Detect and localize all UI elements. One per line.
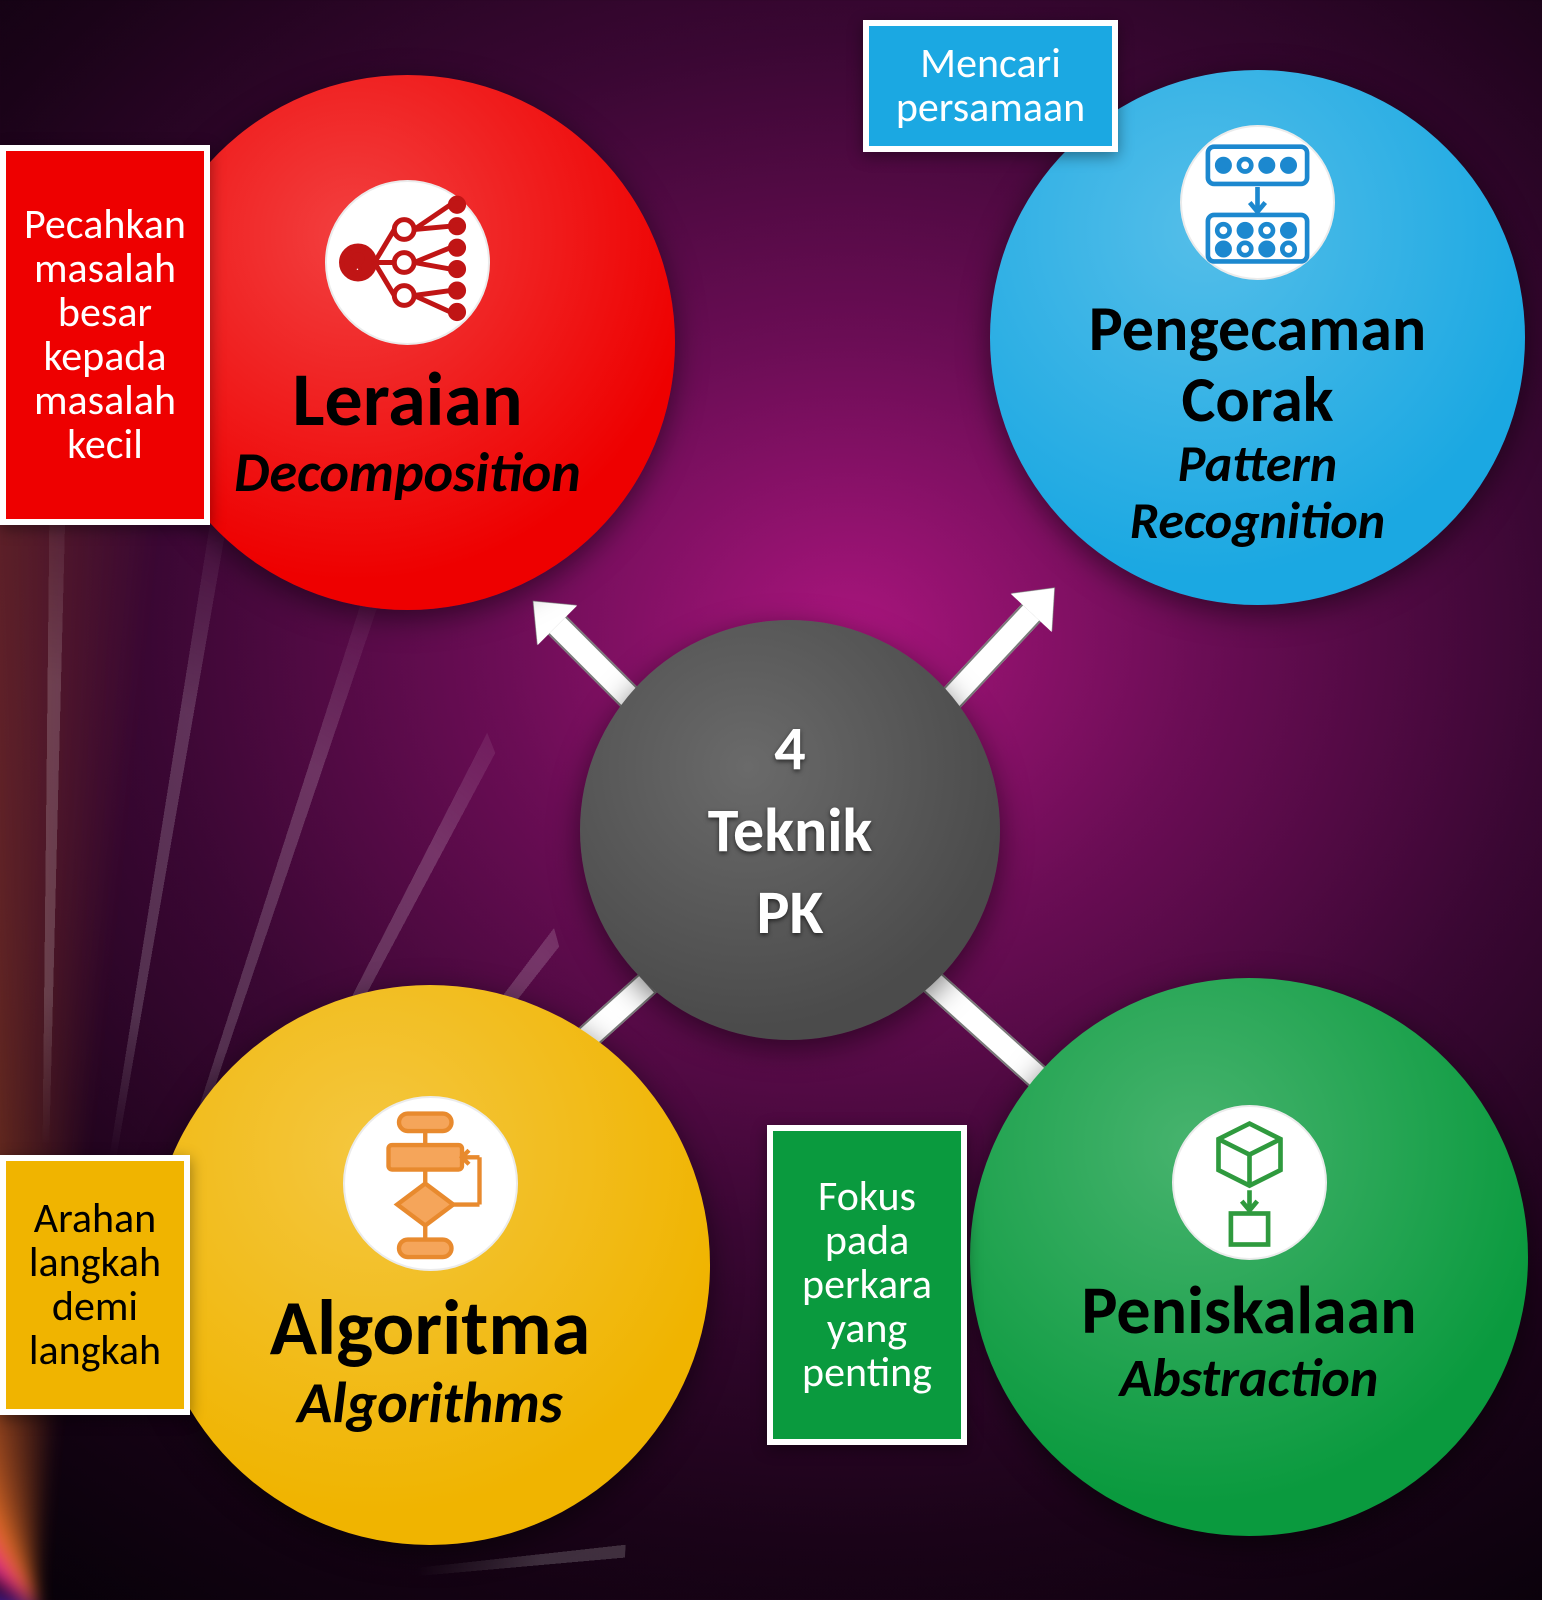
node-pengecaman-title-1: Pengecaman — [1089, 294, 1426, 364]
label-algoritma-line-1: Arahan — [18, 1197, 172, 1241]
label-leraian-line-4: kepada — [18, 335, 192, 379]
node-peniskalaan-subtitle: Abstraction — [1120, 1349, 1379, 1408]
node-algoritma-title: Algoritma — [270, 1285, 590, 1371]
label-leraian: Pecahkanmasalahbesarkepadamasalahkecil — [0, 145, 210, 525]
node-peniskalaan-title: Peniskalaan — [1081, 1274, 1416, 1349]
node-leraian-title: Leraian — [292, 359, 522, 443]
node-algoritma: Algoritma Algorithms — [150, 985, 710, 1545]
label-peniskalaan-line-3: perkara — [785, 1263, 949, 1307]
label-leraian-line-1: Pecahkan — [18, 203, 192, 247]
node-pengecaman-sub-1: Pattern — [1178, 435, 1337, 492]
label-pengecaman-line-2: persamaan — [881, 86, 1100, 130]
label-algoritma: Arahanlangkahdemilangkah — [0, 1155, 190, 1415]
label-leraian-line-6: kecil — [18, 423, 192, 467]
label-peniskalaan: Fokuspadaperkarayangpenting — [767, 1125, 967, 1445]
center-node: 4 Teknik PK — [580, 620, 1000, 1040]
label-peniskalaan-line-1: Fokus — [785, 1175, 949, 1219]
node-leraian-subtitle: Decomposition — [234, 443, 581, 505]
label-pengecaman-line-1: Mencari — [881, 42, 1100, 86]
tree-icon: ? — [325, 180, 490, 345]
cube-icon — [1172, 1105, 1327, 1260]
center-line-3: PK — [757, 874, 824, 950]
node-leraian: ? Leraian Decomposition — [140, 75, 675, 610]
label-pengecaman: Mencaripersamaan — [863, 20, 1118, 152]
node-pengecaman-sub-2: Recognition — [1130, 492, 1385, 549]
label-algoritma-line-4: langkah — [18, 1329, 172, 1373]
label-peniskalaan-line-4: yang — [785, 1307, 949, 1351]
label-leraian-line-2: masalah — [18, 247, 192, 291]
label-algoritma-line-2: langkah — [18, 1241, 172, 1285]
center-line-2: Teknik — [708, 792, 873, 868]
node-algoritma-subtitle: Algorithms — [297, 1371, 562, 1435]
center-title: 4 Teknik PK — [708, 710, 873, 950]
flowchart-icon — [343, 1096, 518, 1271]
node-pengecaman-title-2: Corak — [1182, 365, 1334, 435]
svg-text:?: ? — [353, 250, 364, 278]
label-leraian-line-3: besar — [18, 291, 192, 335]
label-peniskalaan-line-5: penting — [785, 1351, 949, 1395]
label-peniskalaan-line-2: pada — [785, 1219, 949, 1263]
label-leraian-line-5: masalah — [18, 379, 192, 423]
node-peniskalaan: Peniskalaan Abstraction — [970, 978, 1528, 1536]
center-line-1: 4 — [774, 710, 805, 786]
label-algoritma-line-3: demi — [18, 1285, 172, 1329]
pattern-icon — [1180, 125, 1335, 280]
